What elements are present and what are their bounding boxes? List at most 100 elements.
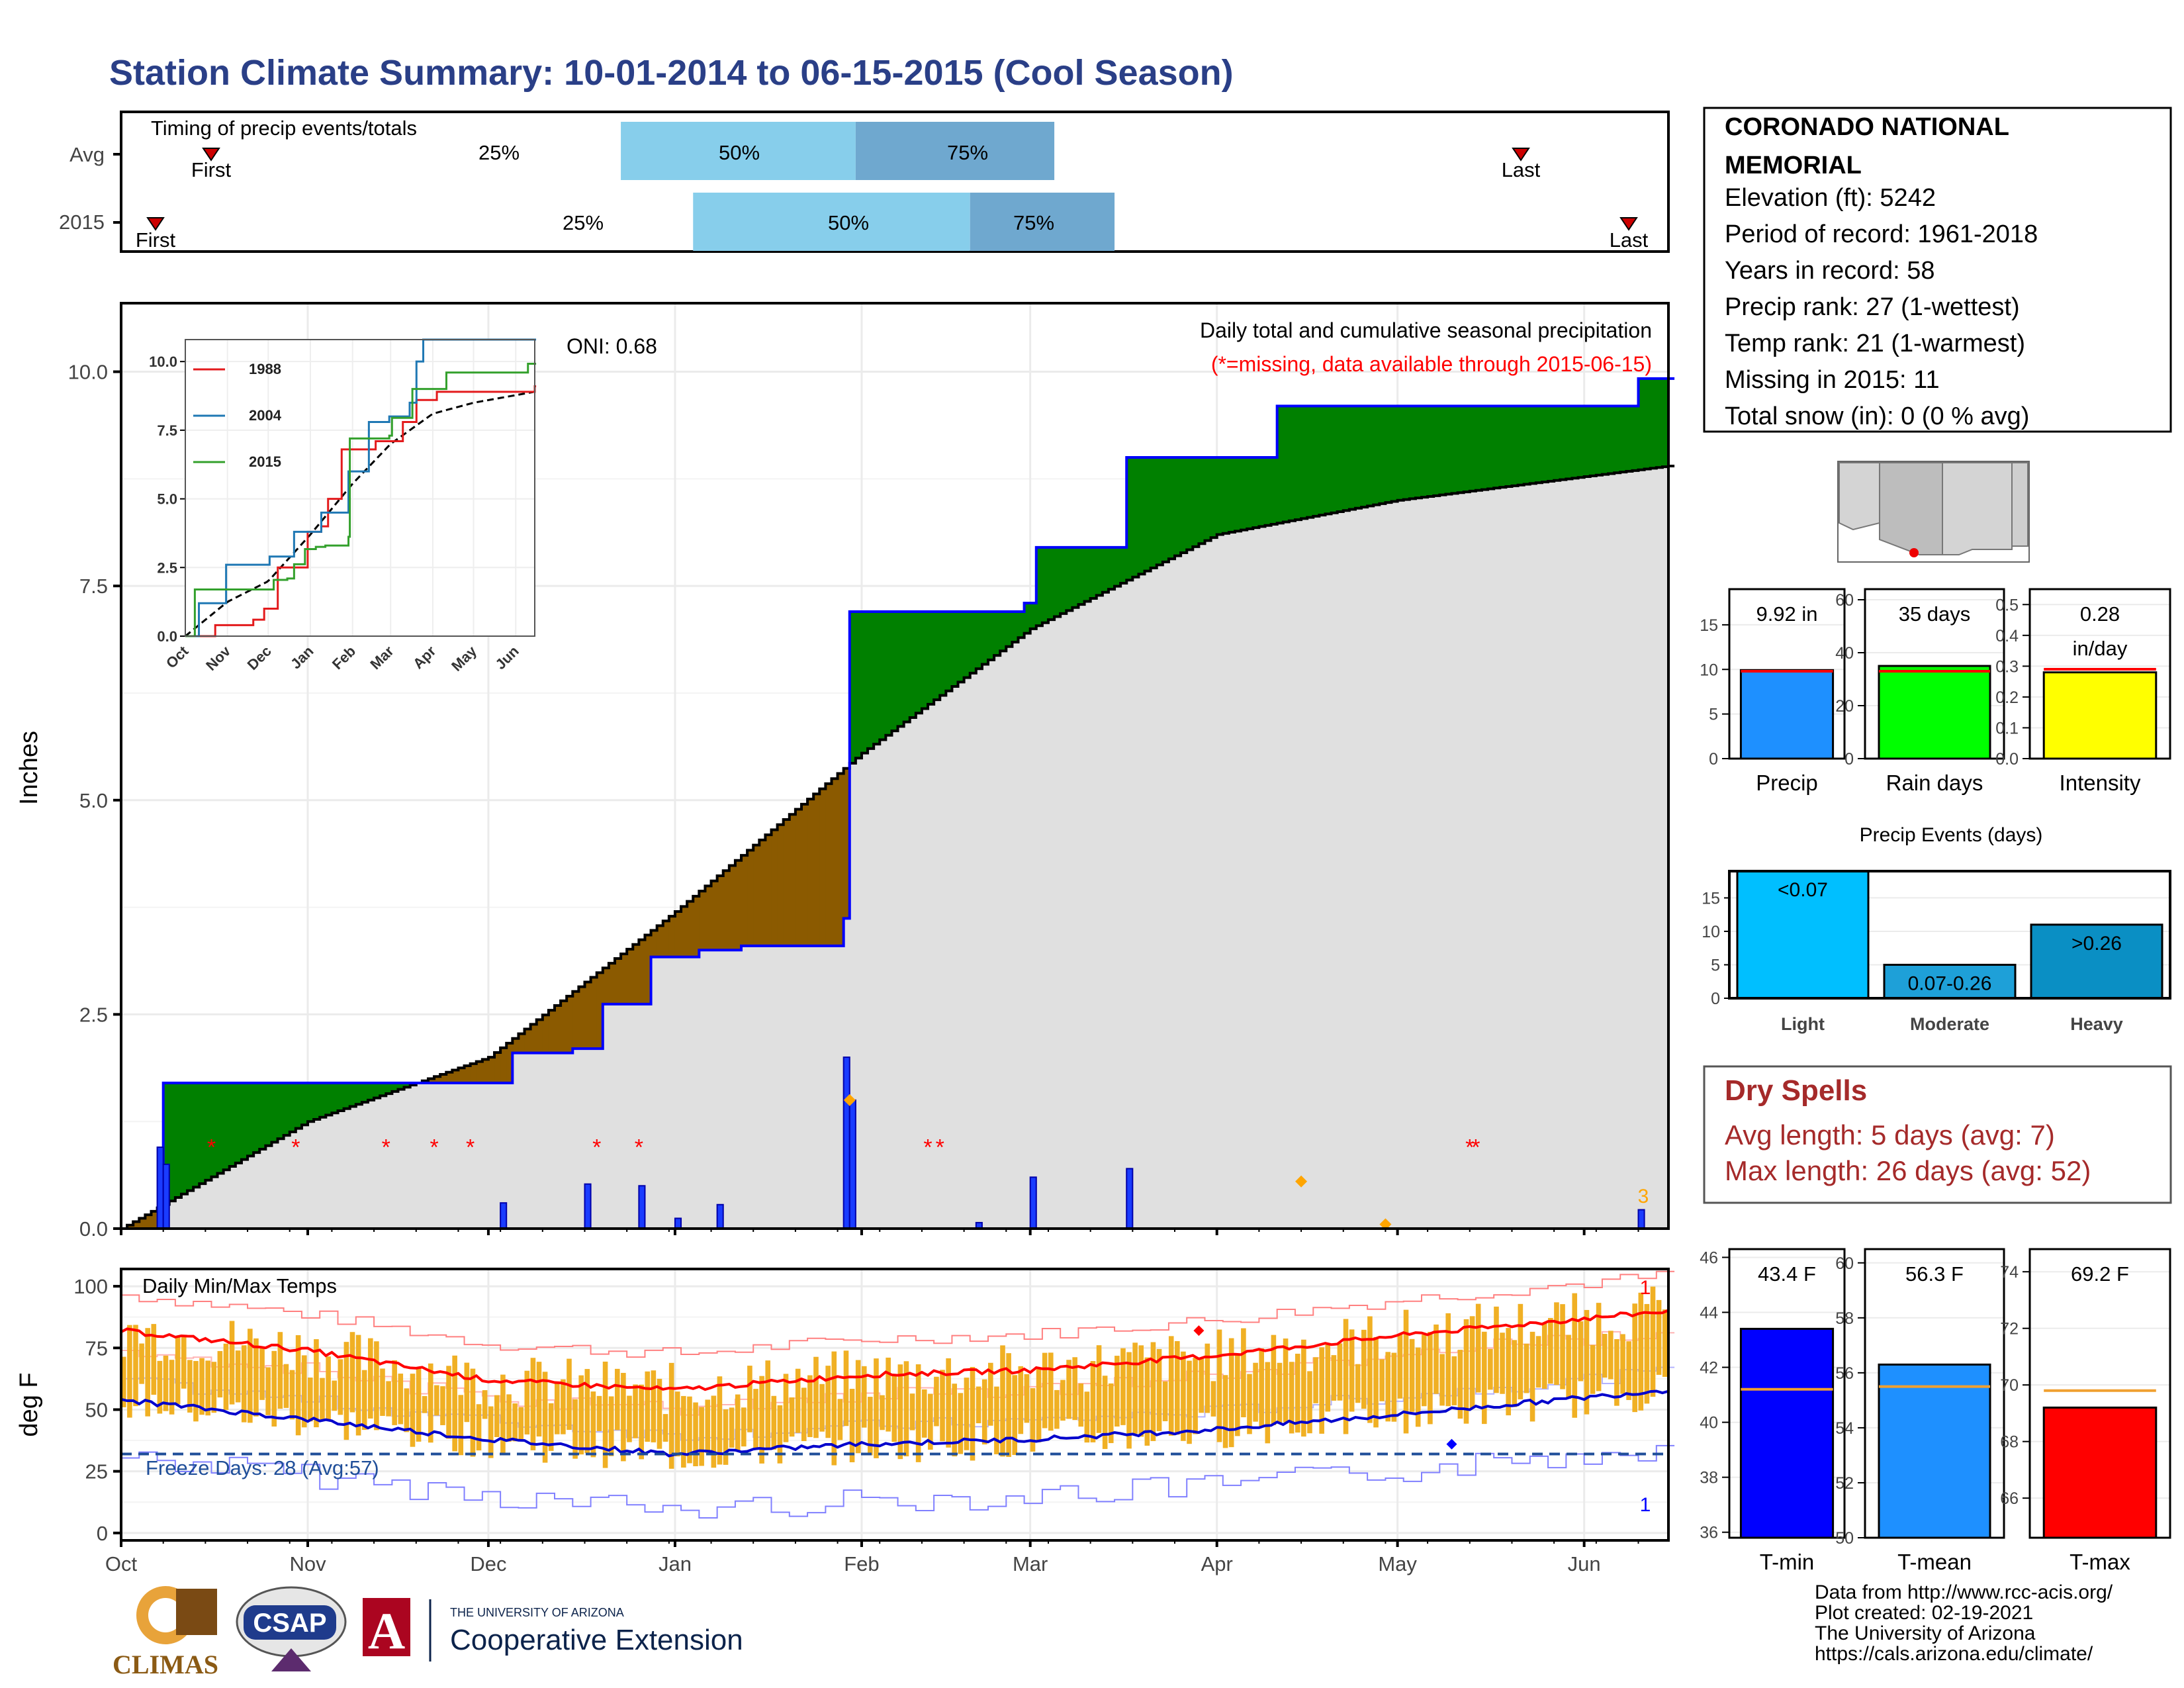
daily-temp-range-bar <box>1662 1309 1668 1377</box>
daily-temp-range-bar <box>813 1356 819 1438</box>
cumulative-fill <box>897 726 905 1229</box>
daily-temp-range-bar <box>416 1367 422 1442</box>
daily-temp-range-bar <box>235 1350 241 1403</box>
bar-value-label: 35 days <box>1899 602 1971 626</box>
daily-temp-range-bar <box>915 1364 921 1462</box>
above-average-fill <box>1216 457 1224 535</box>
inset-y-tick-label: 2.5 <box>157 559 177 576</box>
below-average-fill <box>825 783 833 946</box>
cumulative-fill <box>512 1053 520 1229</box>
cumulative-fill <box>452 1082 459 1229</box>
y-tick-label: 0.0 <box>79 1217 108 1241</box>
daily-temp-range-bar <box>1175 1340 1180 1435</box>
precip-chart-title: Daily total and cumulative seasonal prec… <box>1200 318 1652 342</box>
cumulative-fill <box>1620 472 1627 1229</box>
daily-temp-range-bar <box>843 1350 849 1427</box>
cumulative-fill <box>1259 526 1266 1229</box>
daily-temp-range-bar <box>404 1388 410 1432</box>
above-average-fill <box>1120 547 1127 583</box>
below-average-fill <box>843 768 850 919</box>
inset-y-tick-label: 0.0 <box>157 628 177 645</box>
daily-temp-range-bar <box>1054 1389 1060 1429</box>
below-average-fill <box>145 1215 152 1229</box>
daily-temp-range-bar <box>536 1362 542 1437</box>
above-average-fill <box>1247 457 1253 529</box>
daily-temp-range-bar <box>470 1368 476 1457</box>
above-average-fill <box>928 612 934 704</box>
cumulative-fill <box>668 957 676 1229</box>
missing-day-icon: * <box>1465 1135 1474 1160</box>
cumulative-fill <box>1234 531 1242 1229</box>
daily-temp-range-bar <box>524 1370 530 1434</box>
above-average-fill <box>1481 406 1488 490</box>
daily-temp-range-bar <box>1518 1303 1524 1399</box>
cumulative-fill <box>1042 622 1049 1229</box>
daily-temp-range-bar <box>211 1362 217 1413</box>
cumulative-fill <box>259 1149 266 1229</box>
above-average-fill <box>1529 406 1537 484</box>
daily-temp-range-bar <box>1181 1351 1186 1441</box>
cumulative-fill <box>837 945 844 1229</box>
cumulative-fill <box>1488 489 1494 1229</box>
cumulative-fill <box>994 655 1001 1229</box>
above-average-fill <box>1518 406 1525 485</box>
daily-temp-range-bar <box>1168 1336 1174 1436</box>
above-average-fill <box>1428 406 1434 496</box>
missing-day-icon: * <box>430 1135 438 1160</box>
above-average-fill <box>1578 406 1585 478</box>
cumulative-fill <box>1584 477 1591 1229</box>
above-average-fill <box>994 612 1001 656</box>
last-marker-2015-icon <box>1619 217 1638 231</box>
above-average-fill <box>1222 457 1230 534</box>
daily-temp-range-bar <box>1313 1357 1318 1403</box>
oni-value: ONI: 0.68 <box>567 334 657 358</box>
cumulative-fill <box>819 945 826 1229</box>
above-average-fill <box>1325 406 1332 514</box>
cumulative-fill <box>1295 520 1302 1229</box>
cumulative-fill <box>855 758 862 1229</box>
cumulative-fill <box>1331 512 1338 1229</box>
cumulative-fill <box>488 1082 495 1229</box>
cumulative-fill <box>729 950 736 1229</box>
bar-panel-tick-label: 0.1 <box>1995 719 2019 737</box>
timing-panel: Timing of precip events/totals Avg 2015 … <box>59 111 1670 253</box>
daily-temp-range-bar <box>1048 1352 1054 1431</box>
daily-temp-range-bar <box>482 1390 488 1419</box>
above-average-fill <box>1391 406 1398 502</box>
daily-temp-range-bar <box>886 1357 891 1432</box>
cumulative-fill <box>422 1082 429 1229</box>
cumulative-fill <box>602 1004 610 1229</box>
y-tick-label: 7.5 <box>79 575 108 598</box>
station-info-box: CORONADO NATIONAL MEMORIAL Elevation (ft… <box>1703 107 2172 433</box>
below-average-fill <box>741 855 748 946</box>
cumulative-fill <box>506 1082 513 1229</box>
bar-value-label: 9.92 in <box>1756 602 1817 626</box>
bar-panel-tick-label: 40 <box>1700 1414 1718 1432</box>
above-average-fill <box>1451 406 1459 494</box>
cumulative-fill <box>199 1184 206 1229</box>
cumulative-fill <box>205 1180 212 1229</box>
cumulative-fill <box>314 1119 320 1229</box>
bar-panel-tick-label: 0.3 <box>1995 657 2019 676</box>
daily-temp-range-bar <box>861 1366 867 1428</box>
cumulative-fill <box>1632 470 1639 1229</box>
above-average-fill <box>283 1082 291 1136</box>
above-average-fill <box>1181 457 1187 553</box>
inset-2015-line <box>185 363 537 637</box>
below-average-fill <box>500 1047 507 1083</box>
daily-temp-range-bar <box>139 1343 144 1384</box>
svg-text:A: A <box>368 1602 405 1660</box>
below-average-fill <box>813 794 820 946</box>
cumulative-fill <box>1494 488 1500 1229</box>
daily-temp-range-bar <box>374 1341 379 1430</box>
below-average-fill <box>127 1225 134 1229</box>
below-average-fill <box>590 977 598 1049</box>
above-average-fill <box>1349 406 1356 510</box>
below-average-fill <box>807 799 814 946</box>
above-average-fill <box>343 1082 351 1109</box>
cumulative-fill <box>1379 503 1387 1229</box>
cumulative-fill <box>1144 571 1152 1229</box>
cumulative-fill <box>1132 577 1140 1229</box>
above-average-fill <box>223 1082 230 1170</box>
